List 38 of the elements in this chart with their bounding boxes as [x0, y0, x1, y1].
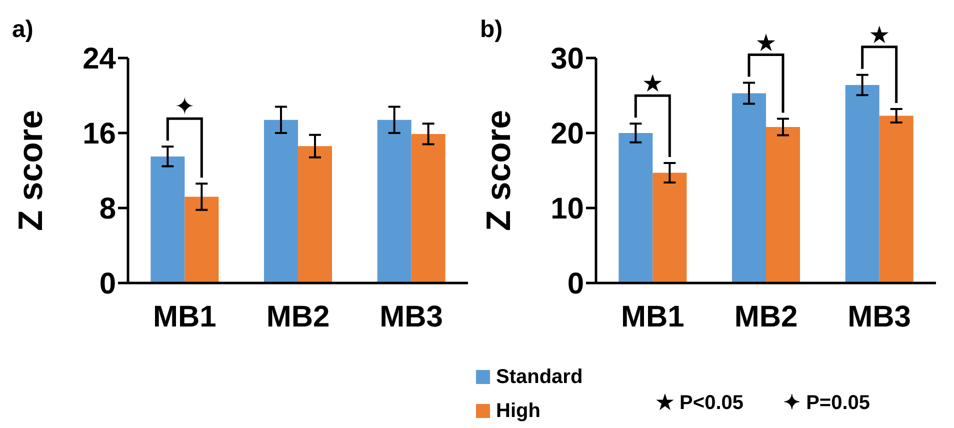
y-tick-label: 20	[550, 118, 584, 151]
y-tick-label: 24	[82, 42, 116, 76]
x-tick-label: MB2	[734, 300, 798, 334]
y-tick-label: 16	[82, 118, 116, 151]
bar	[377, 120, 412, 283]
bar	[411, 134, 446, 283]
bar	[184, 196, 219, 283]
y-tick-label: 8	[99, 192, 116, 226]
y-axis-title: Z score	[12, 110, 50, 231]
y-tick-label: 30	[550, 42, 584, 76]
x-tick-label: MB2	[266, 300, 330, 334]
bar	[618, 133, 653, 283]
y-tick-label: 0	[99, 268, 116, 301]
text: ✦ P=0.05	[784, 391, 870, 415]
bar	[298, 146, 332, 283]
y-tick-label: 10	[550, 192, 584, 226]
bar	[879, 116, 914, 283]
bar	[732, 93, 766, 283]
bar	[766, 127, 800, 283]
x-tick-label: MB3	[380, 300, 444, 334]
x-tick-label: MB1	[152, 300, 216, 334]
chart-title: b)	[480, 16, 503, 44]
chart-title: a)	[12, 16, 34, 44]
bar	[150, 156, 185, 283]
annotation: ✦	[174, 92, 195, 121]
y-tick-label: 0	[567, 268, 584, 301]
legend-label: Standard	[495, 364, 583, 390]
text: ★	[868, 20, 890, 49]
text: ★ P<0.05	[656, 391, 744, 415]
text: ★	[755, 28, 777, 57]
y-axis-title: Z score	[480, 110, 518, 231]
x-tick-label: MB1	[620, 300, 684, 334]
annotation: ★	[642, 70, 664, 98]
x-tick-label: MB3	[848, 300, 912, 334]
bar	[264, 120, 298, 283]
legend-label: High	[495, 398, 542, 424]
bar	[652, 172, 687, 283]
bar	[845, 85, 880, 283]
